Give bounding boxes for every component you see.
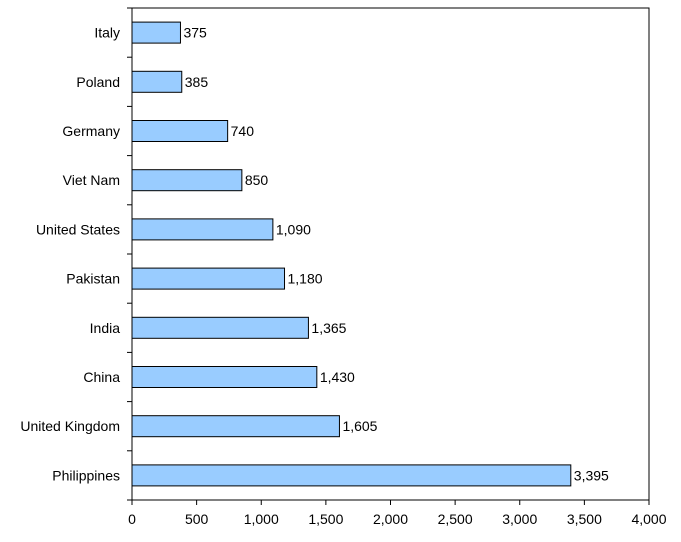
category-label: Poland bbox=[76, 74, 120, 90]
category-label: United Kingdom bbox=[20, 418, 120, 434]
bar-value-label: 1,605 bbox=[342, 418, 377, 434]
bar-value-label: 1,180 bbox=[288, 271, 323, 287]
bar bbox=[131, 218, 274, 241]
bar-value-label: 3,395 bbox=[574, 467, 609, 483]
category-label: Pakistan bbox=[66, 271, 120, 287]
bar-value-label: 850 bbox=[245, 172, 269, 188]
bar bbox=[131, 169, 243, 192]
bar bbox=[131, 316, 309, 339]
x-tick-label: 3,000 bbox=[502, 511, 537, 527]
bar-value-label: 1,090 bbox=[276, 221, 311, 237]
x-tick-label: 2,000 bbox=[373, 511, 408, 527]
bar bbox=[131, 21, 181, 44]
category-label: Viet Nam bbox=[63, 172, 120, 188]
bar bbox=[131, 464, 572, 487]
x-tick-label: 500 bbox=[185, 511, 209, 527]
bar-value-label: 1,365 bbox=[311, 320, 346, 336]
x-axis: 0 500 1,000 1,500 2,000 2,500 3,000 3,500 4,000 bbox=[128, 500, 667, 527]
x-tick-label: 3,500 bbox=[567, 511, 602, 527]
bar-value-label: 740 bbox=[231, 123, 255, 139]
category-label: Italy bbox=[94, 25, 120, 41]
bar-value-label: 1,430 bbox=[320, 369, 355, 385]
bar-value-label: 385 bbox=[185, 74, 209, 90]
category-labels-group: Italy Poland Germany Viet Nam United States P… bbox=[20, 25, 120, 484]
bar-value-label: 375 bbox=[183, 25, 207, 41]
x-tick-label: 4,000 bbox=[631, 511, 666, 527]
category-label: China bbox=[83, 369, 120, 385]
bars-group bbox=[131, 21, 572, 487]
x-tick-label: 0 bbox=[128, 511, 136, 527]
x-tick-label: 1,500 bbox=[308, 511, 343, 527]
bar bbox=[131, 415, 340, 438]
bar bbox=[131, 120, 229, 142]
x-tick-label: 1,000 bbox=[244, 511, 279, 527]
bar bbox=[131, 366, 318, 388]
x-tick-label: 2,500 bbox=[438, 511, 473, 527]
category-label: United States bbox=[36, 221, 120, 237]
value-labels-group: 375 385 740 850 1,090 1,180 1,365 1,430 1,605 3,3… bbox=[183, 25, 609, 484]
bar bbox=[131, 267, 286, 290]
category-label: Germany bbox=[62, 123, 120, 139]
category-label: Philippines bbox=[52, 467, 120, 483]
category-label: India bbox=[90, 320, 121, 336]
bar bbox=[131, 70, 183, 93]
